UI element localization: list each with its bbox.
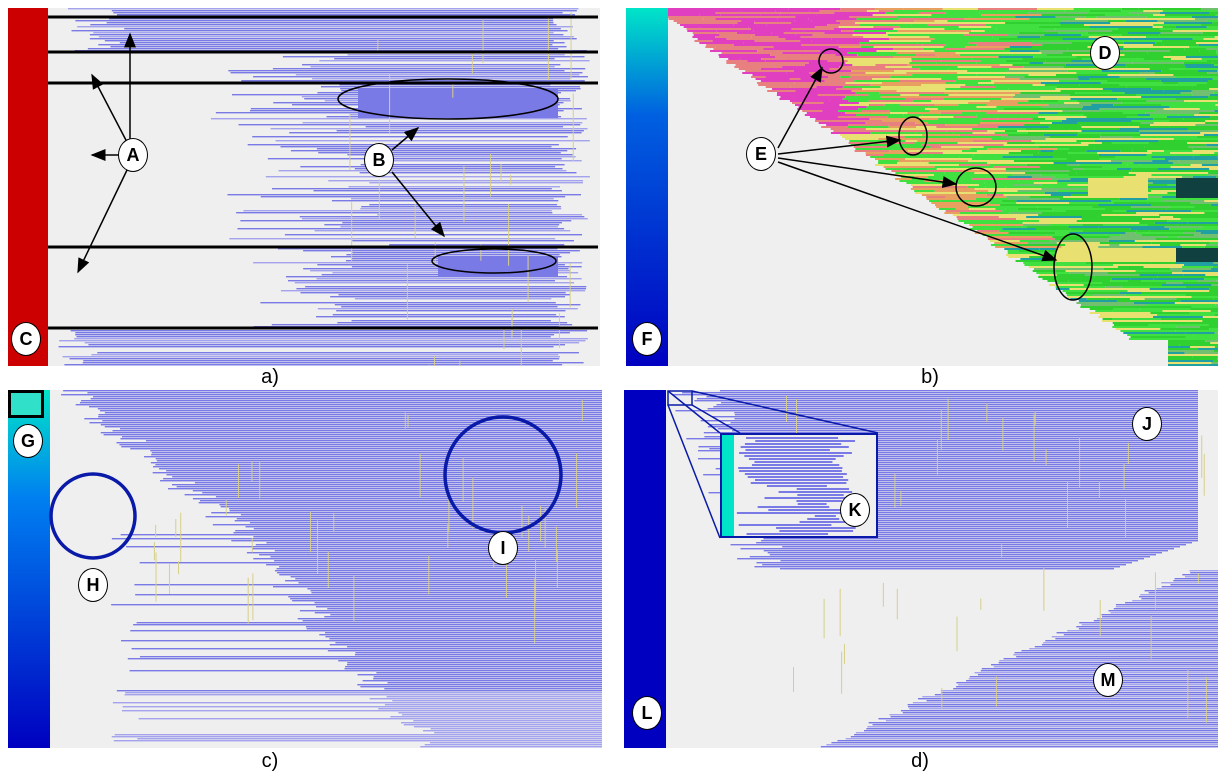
zoom-inset-k — [720, 433, 878, 538]
label-l: L — [632, 696, 662, 730]
panel-c-selected-swatch — [8, 390, 44, 418]
label-g: G — [13, 424, 43, 458]
caption-a: a) — [261, 366, 279, 388]
panel-a-visualization — [48, 8, 600, 366]
label-e: E — [746, 137, 776, 171]
caption-d: d) — [911, 750, 929, 772]
label-h: H — [78, 568, 108, 602]
label-j: J — [1132, 407, 1162, 441]
panel-c-visualization — [50, 390, 602, 748]
label-d: D — [1090, 36, 1120, 70]
caption-c: c) — [261, 750, 279, 772]
panel-b-visualization — [668, 8, 1218, 366]
label-b: B — [364, 143, 394, 177]
panel-d-color-strip — [624, 390, 666, 748]
label-c: C — [11, 322, 41, 356]
label-a: A — [118, 138, 148, 172]
label-f: F — [632, 322, 662, 356]
label-k: K — [840, 493, 870, 527]
panel-b-color-strip — [626, 8, 668, 366]
caption-b: b) — [921, 366, 939, 388]
panel-a-color-strip — [8, 8, 48, 366]
label-m: M — [1093, 663, 1123, 697]
label-i: I — [488, 531, 518, 565]
